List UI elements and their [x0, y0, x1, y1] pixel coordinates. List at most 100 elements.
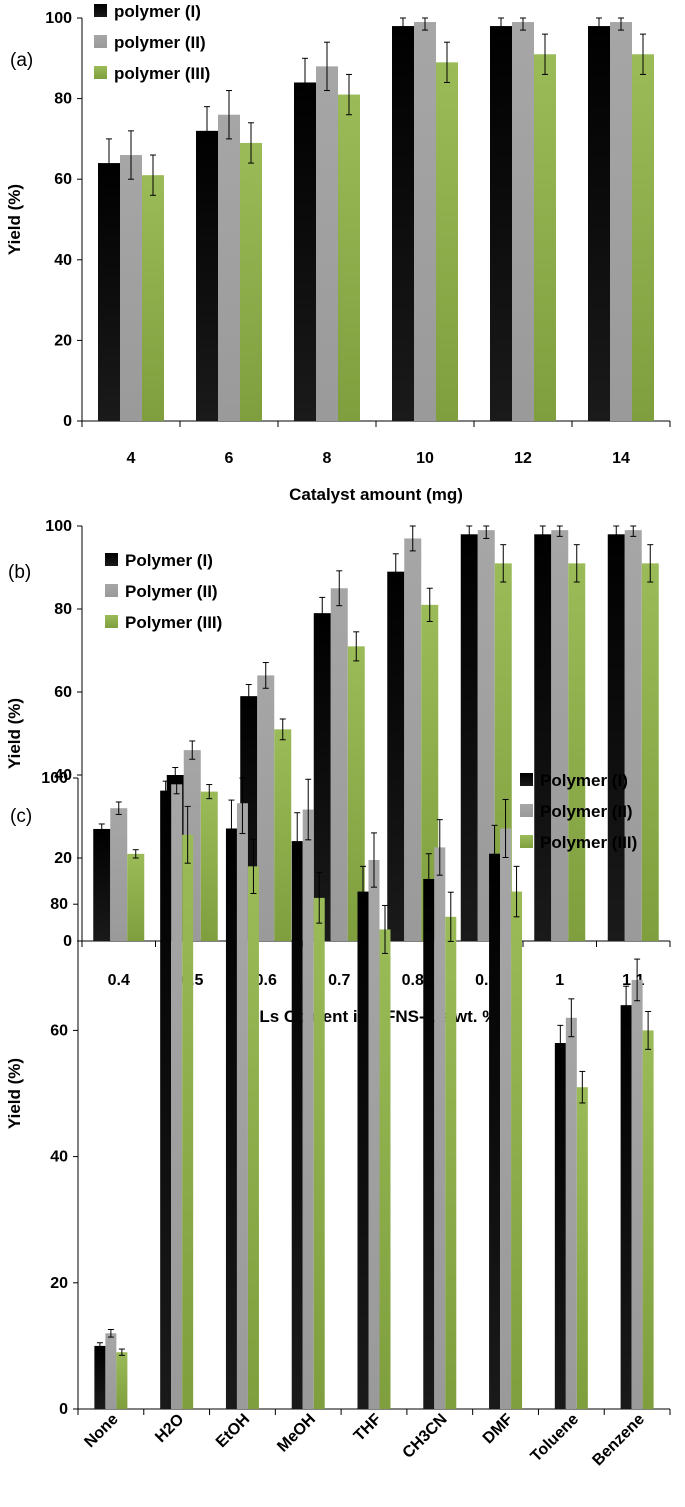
bar-polymer-III-3 [313, 897, 325, 1409]
bar-polymer-III-1 [240, 142, 262, 421]
legend-label: polymer (II) [114, 33, 206, 52]
bar-polymer-II-6 [500, 828, 512, 1409]
x-tick-label: EtOH [213, 1411, 253, 1451]
bar-polymer-III-4 [534, 54, 556, 422]
bar-polymer-II-4 [512, 22, 534, 422]
legend-swatch-polymer-II [105, 584, 118, 597]
bar-polymer-III-4 [379, 929, 391, 1409]
bar-polymer-II-3 [330, 588, 348, 941]
bar-polymer-III-5 [445, 916, 457, 1409]
bar-polymer-I-3 [291, 841, 303, 1409]
x-tick-label: MeOH [274, 1411, 319, 1456]
bar-polymer-II-4 [368, 860, 380, 1409]
panel-label: (b) [8, 562, 31, 583]
legend-label: Polymer (I) [540, 771, 628, 790]
x-tick-label: None [81, 1411, 121, 1451]
panel-label: (a) [10, 50, 33, 71]
bar-polymer-III-7 [576, 1087, 588, 1409]
bar-polymer-II-2 [236, 803, 248, 1409]
y-tick-label: 60 [50, 1022, 68, 1039]
x-tick-label: 1 [555, 972, 564, 989]
bar-polymer-II-5 [477, 530, 495, 941]
legend-label: polymer (III) [114, 64, 210, 83]
bar-polymer-I-0 [93, 828, 111, 941]
y-tick-label: 40 [54, 767, 72, 784]
bar-polymer-III-2 [274, 729, 292, 941]
x-tick-label: 6 [225, 450, 234, 467]
bar-polymer-II-5 [610, 22, 632, 422]
legend-swatch-polymer-I [94, 4, 107, 17]
bar-polymer-II-7 [565, 1017, 577, 1409]
bar-polymer-III-8 [642, 1030, 654, 1409]
x-tick-label: CH3CN [400, 1411, 451, 1462]
y-axis-title: Yield (%) [5, 184, 24, 255]
x-tick-label: Toluene [528, 1411, 583, 1466]
legend-swatch-polymer-III [94, 66, 107, 79]
y-tick-label: 40 [50, 1149, 68, 1166]
x-tick-label: DMF [480, 1411, 517, 1448]
y-tick-label: 100 [45, 518, 72, 535]
bar-polymer-I-2 [294, 82, 316, 421]
y-tick-label: 60 [54, 684, 72, 701]
bar-polymer-III-2 [338, 94, 360, 421]
bar-polymer-I-4 [357, 891, 369, 1409]
y-tick-label: 60 [54, 171, 72, 188]
legend-label: Polymer (II) [125, 582, 218, 601]
bar-polymer-III-1 [182, 834, 194, 1409]
y-tick-label: 80 [50, 896, 68, 913]
y-axis-title: Yield (%) [5, 698, 24, 769]
bar-polymer-II-1 [218, 114, 240, 421]
legend-label: Polymer (III) [125, 613, 222, 632]
bar-polymer-II-3 [302, 809, 314, 1409]
y-tick-label: 20 [54, 332, 72, 349]
bar-polymer-I-0 [94, 1345, 106, 1409]
y-tick-label: 20 [50, 1275, 68, 1292]
bar-polymer-II-1 [171, 784, 183, 1409]
bar-polymer-II-4 [404, 538, 422, 941]
legend-label: polymer (I) [114, 2, 201, 21]
legend-swatch-polymer-II [94, 35, 107, 48]
x-tick-label: THF [351, 1411, 385, 1445]
bar-polymer-I-2 [225, 828, 237, 1409]
legend-swatch-polymer-III [520, 835, 533, 848]
x-tick-label: 0.4 [108, 972, 130, 989]
legend-swatch-polymer-II [520, 804, 533, 817]
y-tick-label: 20 [54, 850, 72, 867]
y-axis-title: Yield (%) [5, 1058, 24, 1129]
bar-polymer-I-6 [534, 534, 552, 941]
bar-polymer-I-6 [489, 853, 501, 1409]
bar-polymer-III-6 [511, 891, 523, 1409]
y-tick-label: 80 [54, 91, 72, 108]
bar-polymer-I-8 [620, 1005, 632, 1409]
bar-polymer-II-2 [316, 66, 338, 422]
bar-polymer-I-4 [490, 26, 512, 422]
bar-polymer-I-3 [392, 26, 414, 422]
legend-label: Polymer (II) [540, 802, 633, 821]
x-tick-label: 14 [612, 450, 630, 467]
bar-polymer-III-0 [142, 175, 164, 421]
x-axis-title: Catalyst amount (mg) [289, 485, 463, 504]
bar-polymer-II-8 [631, 979, 643, 1409]
bar-polymer-I-3 [313, 613, 331, 941]
bar-polymer-III-1 [200, 791, 218, 941]
legend-swatch-polymer-I [105, 553, 118, 566]
legend-label: Polymer (III) [540, 833, 637, 852]
x-tick-label: H2O [152, 1411, 187, 1446]
x-tick-label: 12 [514, 450, 532, 467]
bar-polymer-I-5 [460, 534, 478, 941]
legend-swatch-polymer-I [520, 773, 533, 786]
x-tick-label: 0.8 [402, 972, 424, 989]
y-tick-label: 100 [41, 770, 68, 787]
x-tick-label: 0.6 [255, 972, 277, 989]
bar-polymer-III-0 [127, 853, 145, 941]
bar-polymer-III-6 [568, 563, 586, 941]
bar-polymer-III-4 [421, 604, 439, 941]
bar-polymer-III-3 [347, 646, 365, 941]
bar-polymer-III-3 [436, 62, 458, 422]
x-tick-label: Benzene [589, 1411, 648, 1470]
bar-polymer-I-5 [588, 26, 610, 422]
bar-polymer-III-5 [632, 54, 654, 422]
y-tick-label: 100 [45, 10, 72, 27]
